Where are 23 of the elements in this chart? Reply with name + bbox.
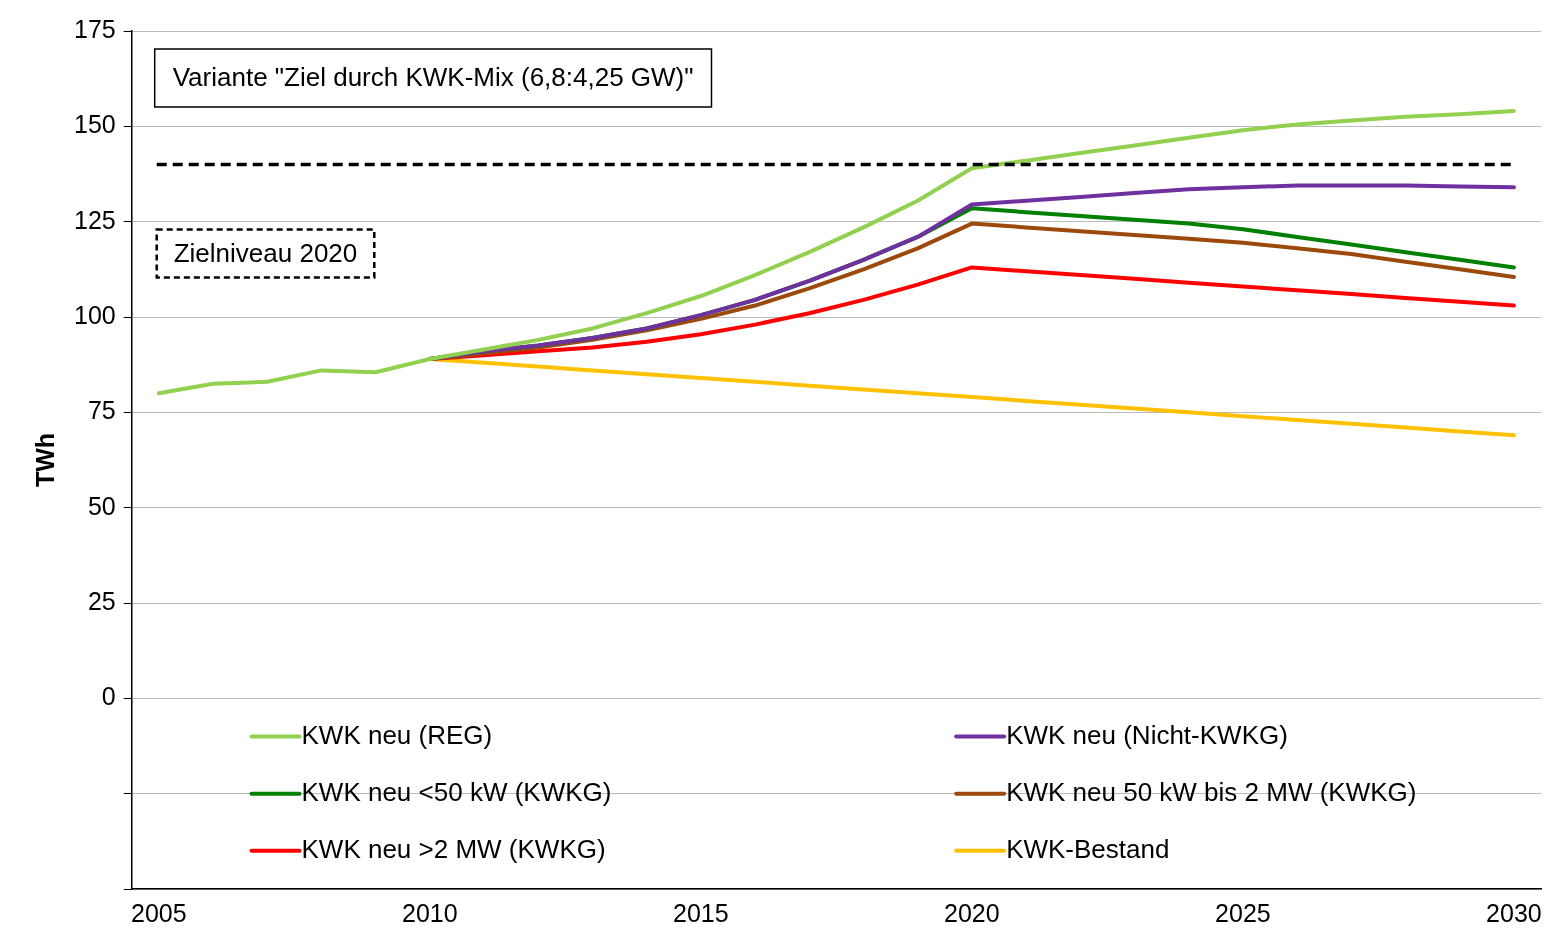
legend-label: KWK neu (REG) xyxy=(301,719,493,750)
y-tick-label: 25 xyxy=(87,586,116,615)
y-tick-label: 100 xyxy=(73,300,116,329)
x-tick-label: 2020 xyxy=(944,898,1000,927)
legend-label: KWK neu 50 kW bis 2 MW (KWKG) xyxy=(1006,776,1417,807)
y-tick-label: 175 xyxy=(73,14,116,43)
legend-label: KWK-Bestand xyxy=(1006,834,1170,865)
x-tick-label: 2030 xyxy=(1486,898,1542,927)
legend-label: KWK neu >2 MW (KWKG) xyxy=(301,834,606,865)
legend-label: KWK neu <50 kW (KWKG) xyxy=(301,776,612,807)
y-axis-title: TWh xyxy=(30,432,59,488)
text: Variante "Ziel durch KWK-Mix (6,8:4,25 GW)" xyxy=(172,62,694,93)
y-tick-label: 125 xyxy=(73,205,116,234)
x-tick-label: 2025 xyxy=(1215,898,1271,927)
y-tick-label: 0 xyxy=(101,682,116,711)
y-tick-label: 50 xyxy=(87,491,116,520)
y-tick-label: 75 xyxy=(87,396,116,425)
x-tick-label: 2015 xyxy=(673,898,729,927)
y-tick-label: 150 xyxy=(73,110,116,139)
legend-label: KWK neu (Nicht-KWKG) xyxy=(1006,719,1288,750)
ref-line-label: Zielniveau 2020 xyxy=(173,237,358,268)
x-tick-label: 2005 xyxy=(131,898,187,927)
x-tick-label: 2010 xyxy=(402,898,458,927)
